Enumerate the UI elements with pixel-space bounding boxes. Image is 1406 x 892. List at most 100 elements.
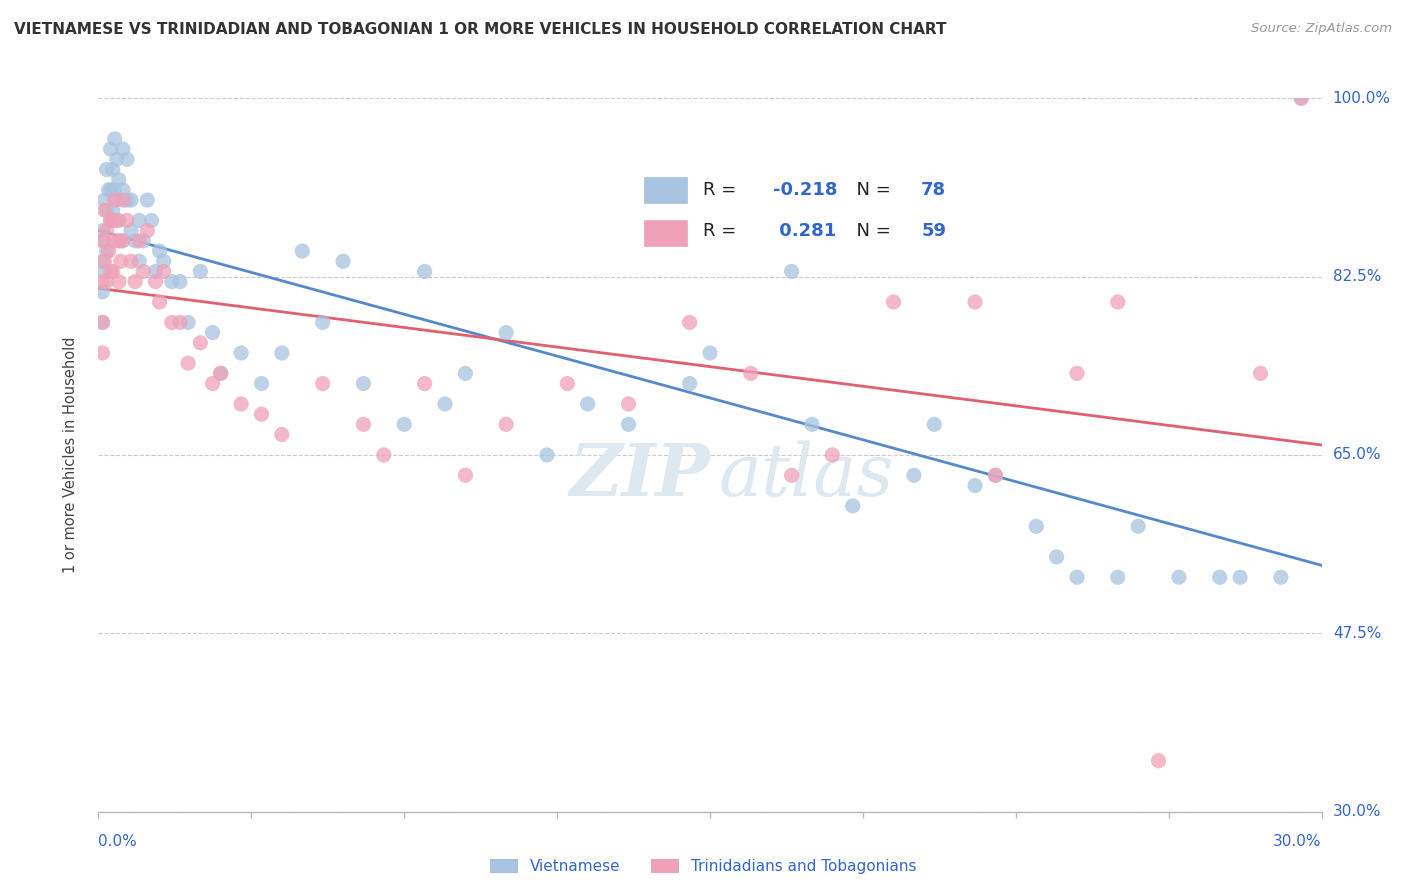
Point (1128, 519, 1150, 533)
Point (617, 417, 640, 432)
Point (111, 193, 134, 207)
Point (120, 193, 142, 207)
Point (169, 275, 191, 289)
Point (1066, 367, 1088, 381)
Point (1025, 519, 1047, 533)
Point (373, 448, 395, 462)
Point (984, 468, 1007, 483)
Point (120, 224, 142, 238)
Point (169, 315, 191, 329)
Point (149, 244, 172, 258)
Point (160, 275, 183, 289)
Text: VIETNAMESE VS TRINIDADIAN AND TOBAGONIAN 1 OR MORE VEHICLES IN HOUSEHOLD CORRELA: VIETNAMESE VS TRINIDADIAN AND TOBAGONIAN… (14, 22, 946, 37)
Point (922, 417, 945, 432)
Point (101, 203, 124, 218)
Point (141, 213, 163, 227)
Point (91, 315, 114, 329)
Point (101, 213, 124, 227)
Point (1249, 367, 1271, 381)
Point (188, 264, 212, 278)
Text: 47.5%: 47.5% (1333, 626, 1381, 640)
Text: 65.0%: 65.0% (1333, 448, 1381, 462)
Point (105, 213, 128, 227)
Point (841, 499, 863, 513)
Point (96, 244, 118, 258)
Point (104, 193, 127, 207)
Point (110, 254, 132, 268)
Point (740, 367, 762, 381)
Point (152, 254, 174, 268)
Text: N =: N = (845, 222, 897, 240)
Point (821, 448, 844, 462)
Text: 59: 59 (921, 222, 946, 240)
Point (104, 234, 127, 248)
Text: -0.218: -0.218 (772, 181, 837, 199)
Point (124, 275, 146, 289)
Point (454, 468, 477, 483)
Text: 82.5%: 82.5% (1333, 269, 1381, 284)
Bar (644, 219, 686, 246)
Point (149, 295, 172, 310)
Point (97, 244, 120, 258)
Point (104, 132, 127, 146)
Point (188, 335, 212, 350)
Point (965, 295, 987, 310)
Point (111, 234, 134, 248)
Point (231, 397, 253, 411)
Point (97, 183, 120, 197)
Point (124, 234, 146, 248)
Point (96, 162, 118, 177)
Point (115, 213, 138, 227)
Point (1107, 570, 1129, 584)
Point (495, 417, 517, 432)
Point (1229, 570, 1251, 584)
Point (136, 224, 159, 238)
Point (105, 193, 128, 207)
Point (1291, 91, 1313, 105)
Point (100, 142, 122, 156)
Point (93, 234, 115, 248)
Point (965, 478, 987, 492)
Point (332, 254, 354, 268)
Point (270, 346, 294, 360)
Text: ZIP: ZIP (569, 440, 710, 511)
Point (883, 295, 905, 310)
Point (1167, 570, 1189, 584)
Point (536, 448, 558, 462)
Point (780, 468, 803, 483)
Point (209, 367, 232, 381)
Point (100, 183, 122, 197)
Point (454, 367, 477, 381)
Point (679, 376, 702, 391)
Point (160, 315, 183, 329)
Point (576, 397, 599, 411)
Point (1066, 570, 1088, 584)
Point (413, 376, 436, 391)
Y-axis label: 1 or more Vehicles in Household: 1 or more Vehicles in Household (63, 336, 77, 574)
Point (177, 356, 200, 370)
Point (115, 193, 138, 207)
Point (679, 315, 702, 329)
Point (128, 213, 150, 227)
Point (1147, 754, 1170, 768)
Point (120, 254, 142, 268)
Point (100, 213, 122, 227)
Point (101, 264, 124, 278)
Text: 78: 78 (921, 181, 946, 199)
Point (801, 417, 824, 432)
Point (201, 326, 224, 340)
Point (617, 397, 640, 411)
Point (91, 315, 114, 329)
Point (1291, 91, 1313, 105)
Point (128, 254, 150, 268)
Text: 30.0%: 30.0% (1333, 805, 1381, 819)
Point (115, 153, 138, 167)
Point (1208, 570, 1232, 584)
Point (93, 203, 115, 218)
Point (136, 193, 159, 207)
Point (96, 275, 118, 289)
Point (111, 183, 134, 197)
Legend: Vietnamese, Trinidadians and Tobagonians: Vietnamese, Trinidadians and Tobagonians (484, 853, 922, 880)
Point (209, 367, 232, 381)
Point (91, 275, 114, 289)
